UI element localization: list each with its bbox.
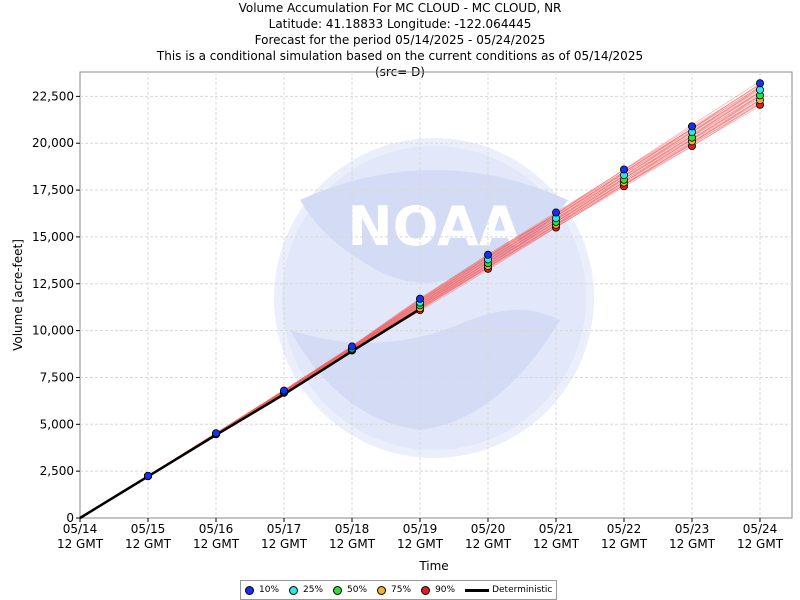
volume-chart: NOAA 0 2,500 5,000 7,500 10,000 12,500 15,000 17…: [11, 71, 793, 573]
marker-p10: [620, 165, 629, 174]
x-tick-label-date: 05/17: [267, 522, 302, 536]
line-marker-icon: [465, 588, 490, 592]
marker-p10: [143, 471, 152, 480]
y-tick-label: 5,000: [40, 417, 74, 431]
legend-label: 75%: [391, 585, 412, 595]
marker-p10: [483, 250, 492, 259]
chart-period: Forecast for the period 05/14/2025 - 05/…: [254, 33, 546, 47]
legend-item-p25: 25%: [289, 585, 323, 595]
circle-marker-icon: [289, 585, 299, 595]
legend-item-p90: 90%: [421, 585, 455, 595]
legend-label: 50%: [347, 585, 368, 595]
chart-location: Latitude: 41.18833 Longitude: -122.06444…: [268, 17, 532, 31]
legend-item-p10: 10%: [245, 585, 279, 595]
x-tick-label-date: 05/15: [131, 522, 166, 536]
chart-title-block: Volume Accumulation For MC CLOUD - MC CL…: [0, 0, 800, 80]
x-tick-label-date: 05/18: [335, 522, 370, 536]
y-tick-label: 22,500: [32, 89, 74, 103]
x-tick-label-time: 12 GMT: [669, 537, 716, 551]
x-tick-label-date: 05/14: [63, 522, 98, 536]
x-tick-label-date: 05/22: [607, 522, 642, 536]
x-tick-label-time: 12 GMT: [125, 537, 172, 551]
x-tick-label-time: 12 GMT: [329, 537, 376, 551]
y-tick-label: 2,500: [40, 464, 74, 478]
x-tick-label-time: 12 GMT: [193, 537, 240, 551]
marker-p10: [688, 122, 697, 131]
x-tick-label-date: 05/19: [403, 522, 438, 536]
legend-label: 25%: [303, 585, 324, 595]
legend-label: Deterministic: [492, 585, 553, 595]
legend-label: 90%: [435, 585, 456, 595]
y-tick-label: 0: [66, 511, 74, 525]
x-tick-label-date: 05/24: [743, 522, 778, 536]
x-tick-label-date: 05/23: [675, 522, 710, 536]
chart-title: Volume Accumulation For MC CLOUD - MC CL…: [238, 1, 562, 15]
y-tick-label: 17,500: [32, 183, 74, 197]
marker-p10: [279, 386, 288, 395]
y-tick-label: 12,500: [32, 277, 74, 291]
x-tick-label-time: 12 GMT: [261, 537, 308, 551]
marker-p10: [552, 208, 561, 217]
y-tick-label: 20,000: [32, 136, 74, 150]
chart-conditions: This is a conditional simulation based o…: [156, 49, 644, 63]
y-tick-label: 10,000: [32, 324, 74, 338]
y-axis-label: Volume [acre-feet]: [11, 239, 25, 351]
x-tick-label-date: 05/20: [471, 522, 506, 536]
circle-marker-icon: [377, 585, 387, 595]
marker-p25: [756, 85, 765, 94]
chart-legend: 10% 25% 50% 75% 90% Deterministic: [240, 580, 558, 600]
legend-item-p75: 75%: [377, 585, 411, 595]
deterministic-line: [79, 307, 421, 520]
marker-p10: [347, 342, 356, 351]
marker-p10: [211, 429, 220, 438]
circle-marker-icon: [245, 585, 254, 595]
x-tick-label-time: 12 GMT: [397, 537, 444, 551]
x-tick-label-time: 12 GMT: [465, 537, 512, 551]
svg-text:NOAA: NOAA: [347, 195, 520, 258]
x-axis-label: Time: [418, 559, 448, 573]
x-tick-label-time: 12 GMT: [57, 537, 104, 551]
y-tick-label: 15,000: [32, 230, 74, 244]
plot-area: [79, 71, 793, 519]
x-tick-label-time: 12 GMT: [533, 537, 580, 551]
marker-p10: [415, 294, 424, 303]
legend-item-p50: 50%: [333, 585, 367, 595]
marker-p10: [756, 79, 765, 88]
x-tick-label-date: 05/16: [199, 522, 234, 536]
x-tick-label-time: 12 GMT: [737, 537, 784, 551]
x-tick-label-time: 12 GMT: [601, 537, 648, 551]
circle-marker-icon: [333, 585, 343, 595]
legend-label: 10%: [259, 585, 280, 595]
circle-marker-icon: [421, 585, 431, 595]
y-tick-label: 7,500: [40, 370, 74, 384]
x-tick-label-date: 05/21: [539, 522, 574, 536]
legend-item-deterministic: Deterministic: [465, 585, 552, 595]
